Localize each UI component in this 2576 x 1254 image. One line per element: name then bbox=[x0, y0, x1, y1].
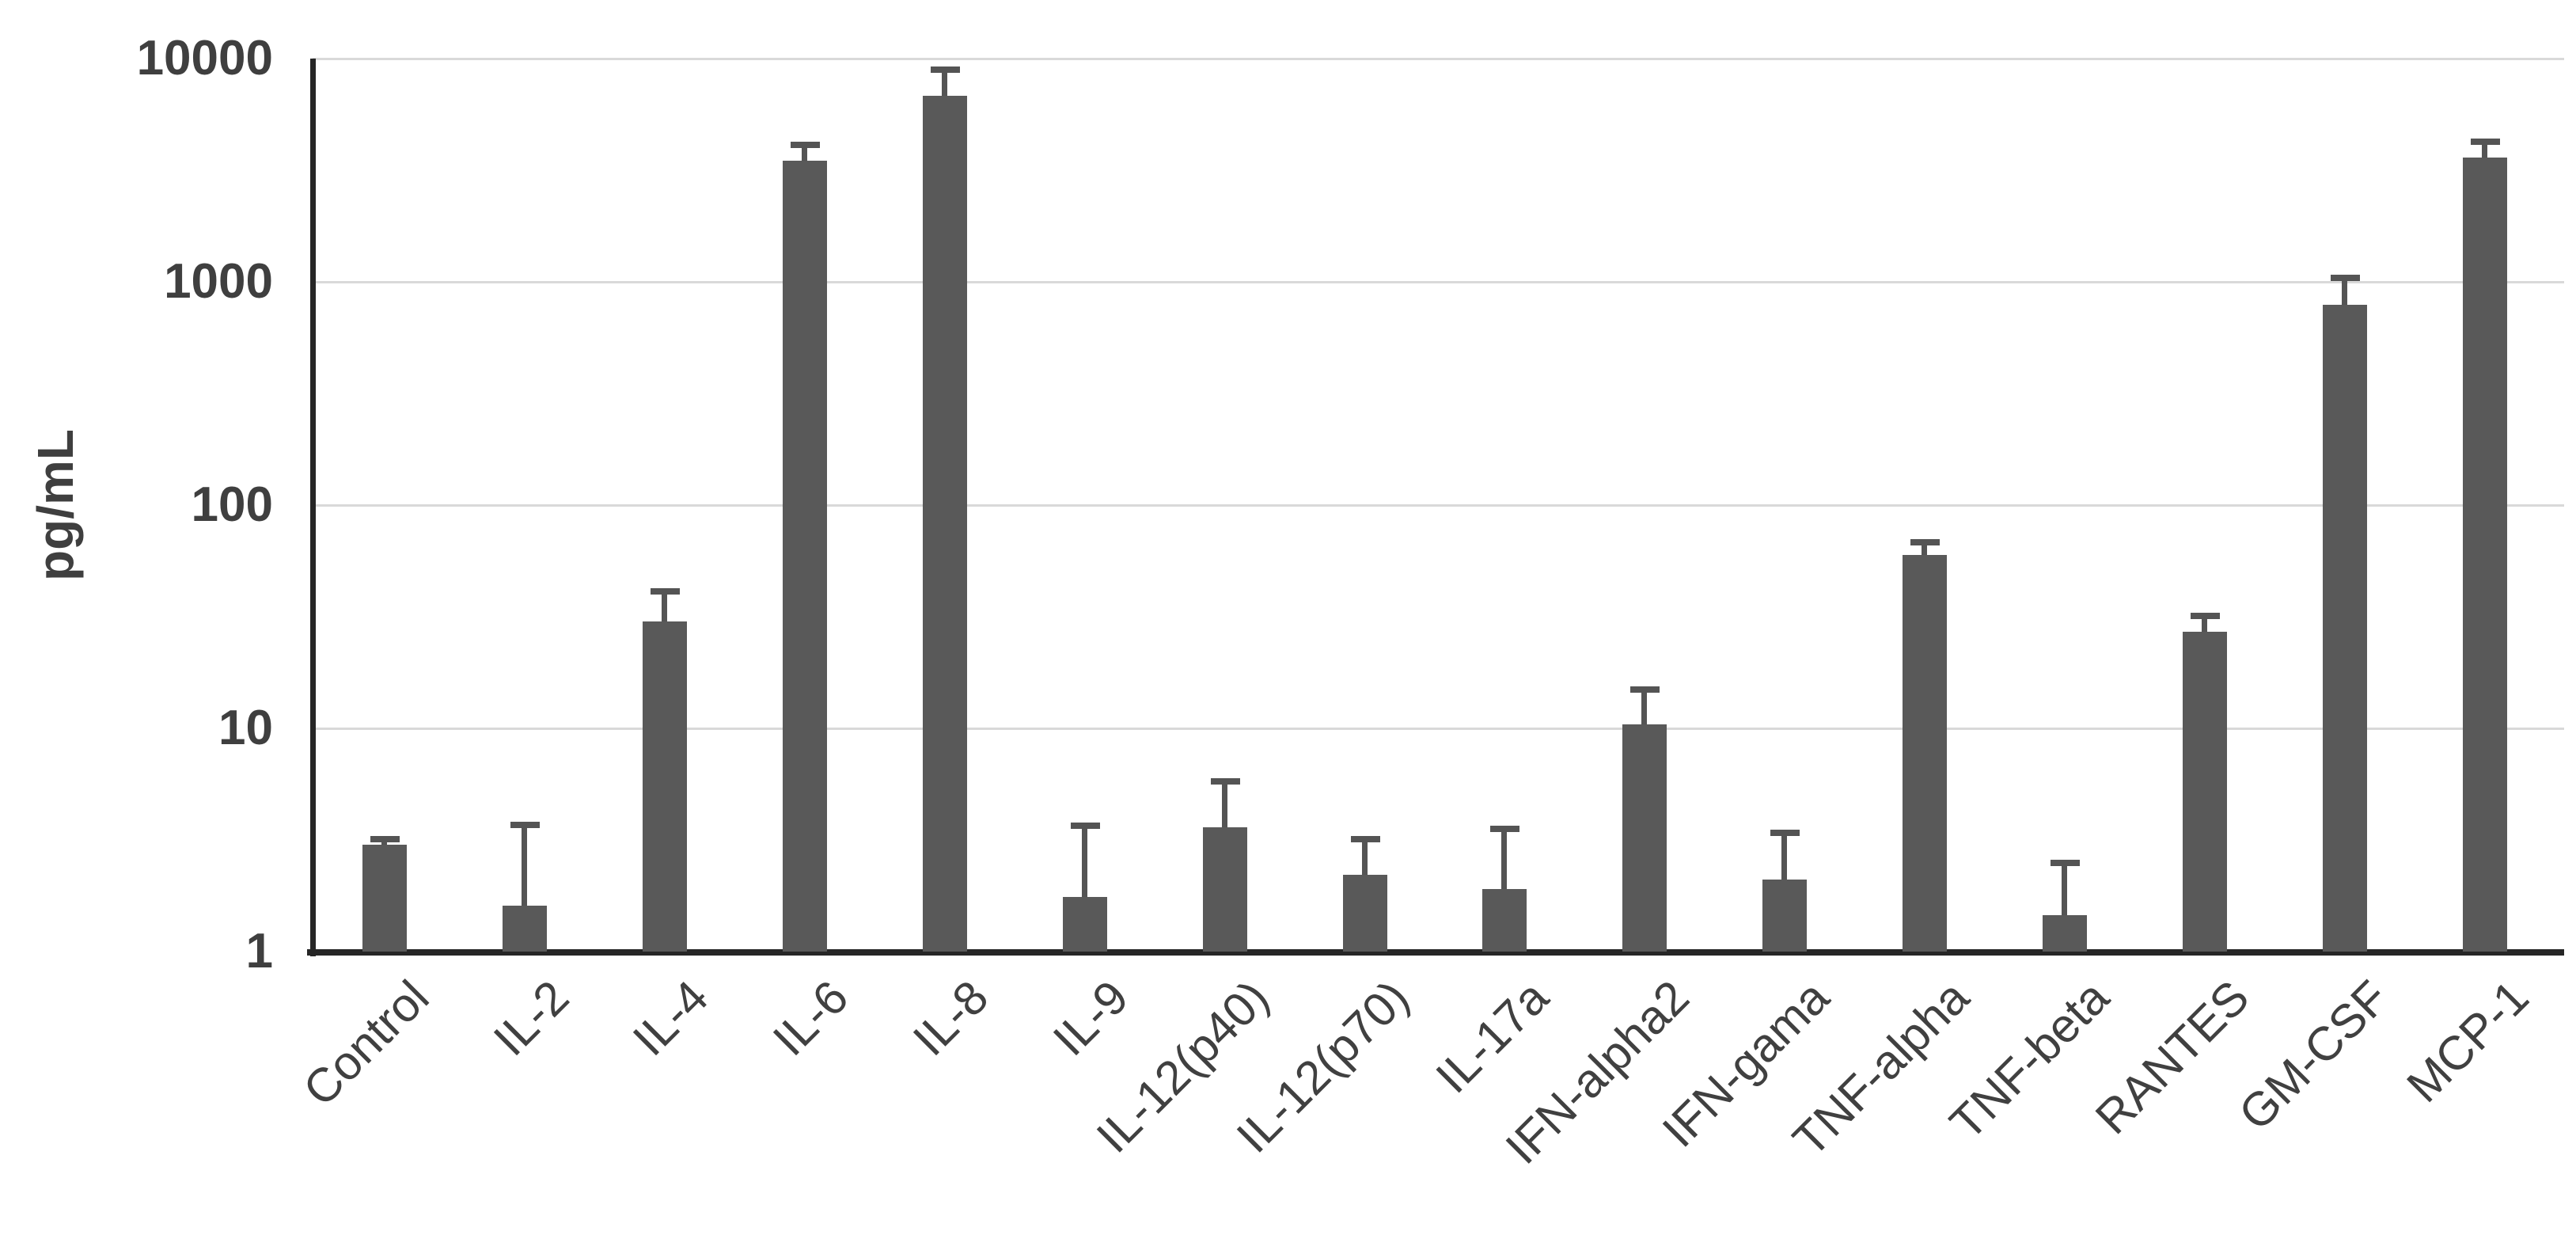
error-bar-cap-IFN-alpha2 bbox=[1630, 686, 1660, 694]
error-bar-IFN-alpha2 bbox=[1641, 690, 1648, 733]
y-tick-label-1: 1 bbox=[245, 924, 273, 978]
bar-IL-2 bbox=[502, 906, 547, 952]
bar-RANTES bbox=[2183, 632, 2228, 952]
error-bar-cap-IL-12(p40) bbox=[1210, 777, 1240, 785]
x-label-IL-17a: IL-17a bbox=[1425, 970, 1559, 1104]
error-bar-cap-IL-4 bbox=[650, 588, 680, 595]
error-bar-cap-IFN-gama bbox=[1770, 830, 1800, 837]
bar-IL-12(p70) bbox=[1342, 875, 1387, 952]
x-label-GM-CSF: GM-CSF bbox=[2229, 970, 2400, 1141]
bar-IL-9 bbox=[1062, 897, 1107, 952]
error-bar-cap-IL-12(p70) bbox=[1350, 835, 1380, 842]
bar-IL-4 bbox=[642, 621, 687, 952]
error-bar-cap-IL-8 bbox=[930, 66, 960, 74]
error-bar-IL-12(p70) bbox=[1361, 838, 1368, 884]
x-axis-line bbox=[307, 949, 2564, 956]
error-bar-IL-8 bbox=[941, 70, 947, 104]
error-bar-cap-Control bbox=[370, 835, 400, 842]
error-bar-cap-TNF-alpha bbox=[1910, 539, 1941, 546]
x-label-IL-9: IL-9 bbox=[1043, 970, 1139, 1066]
error-bar-IL-17a bbox=[1501, 828, 1508, 898]
x-label-IL-8: IL-8 bbox=[903, 970, 999, 1066]
y-tick-label-10000: 10000 bbox=[136, 31, 273, 86]
error-bar-RANTES bbox=[2202, 615, 2208, 640]
bar-IL-6 bbox=[782, 160, 827, 952]
gridline-10 bbox=[313, 727, 2564, 730]
x-label-Control: Control bbox=[292, 970, 439, 1116]
bar-IL-12(p40) bbox=[1202, 827, 1247, 952]
error-bar-cap-MCP-1 bbox=[2470, 139, 2500, 146]
error-bar-cap-GM-CSF bbox=[2331, 275, 2361, 282]
error-bar-cap-IL-2 bbox=[510, 821, 540, 828]
bar-TNF-alpha bbox=[1903, 554, 1948, 952]
x-label-IL-2: IL-2 bbox=[483, 970, 579, 1066]
gridline-1000 bbox=[313, 280, 2564, 283]
x-label-RANTES: RANTES bbox=[2085, 970, 2259, 1145]
bar-TNF-beta bbox=[2043, 915, 2088, 952]
error-bar-cap-TNF-beta bbox=[2051, 859, 2081, 866]
error-bar-cap-RANTES bbox=[2191, 612, 2221, 619]
error-bar-cap-IL-17a bbox=[1490, 825, 1520, 832]
error-bar-IL-12(p40) bbox=[1221, 781, 1227, 836]
error-bar-IL-2 bbox=[521, 824, 527, 914]
y-tick-label-100: 100 bbox=[191, 477, 273, 532]
error-bar-GM-CSF bbox=[2342, 278, 2348, 313]
bar-GM-CSF bbox=[2323, 304, 2368, 952]
bar-IFN-gama bbox=[1762, 880, 1808, 952]
y-tick-label-10: 10 bbox=[218, 701, 273, 755]
error-bar-MCP-1 bbox=[2481, 142, 2487, 166]
bar-MCP-1 bbox=[2462, 158, 2507, 952]
error-bar-IFN-gama bbox=[1781, 833, 1788, 888]
error-bar-TNF-alpha bbox=[1922, 542, 1928, 563]
error-bar-IL-9 bbox=[1081, 826, 1087, 906]
gridline-100 bbox=[313, 504, 2564, 507]
error-bar-IL-6 bbox=[801, 145, 807, 169]
bar-IL-8 bbox=[922, 96, 967, 952]
error-bar-cap-IL-9 bbox=[1070, 823, 1100, 830]
y-tick-label-1000: 1000 bbox=[164, 254, 273, 309]
error-bar-IL-4 bbox=[661, 591, 667, 630]
x-label-MCP-1: MCP-1 bbox=[2396, 970, 2540, 1113]
bar-Control bbox=[362, 845, 407, 952]
error-bar-cap-IL-6 bbox=[790, 142, 820, 149]
x-label-IL-6: IL-6 bbox=[763, 970, 859, 1066]
x-label-IL-4: IL-4 bbox=[623, 970, 719, 1066]
bar-IFN-alpha2 bbox=[1622, 724, 1667, 952]
error-bar-TNF-beta bbox=[2062, 862, 2068, 924]
gridline-10000 bbox=[313, 57, 2564, 60]
y-axis-line bbox=[310, 59, 316, 956]
bar-IL-17a bbox=[1482, 889, 1527, 952]
